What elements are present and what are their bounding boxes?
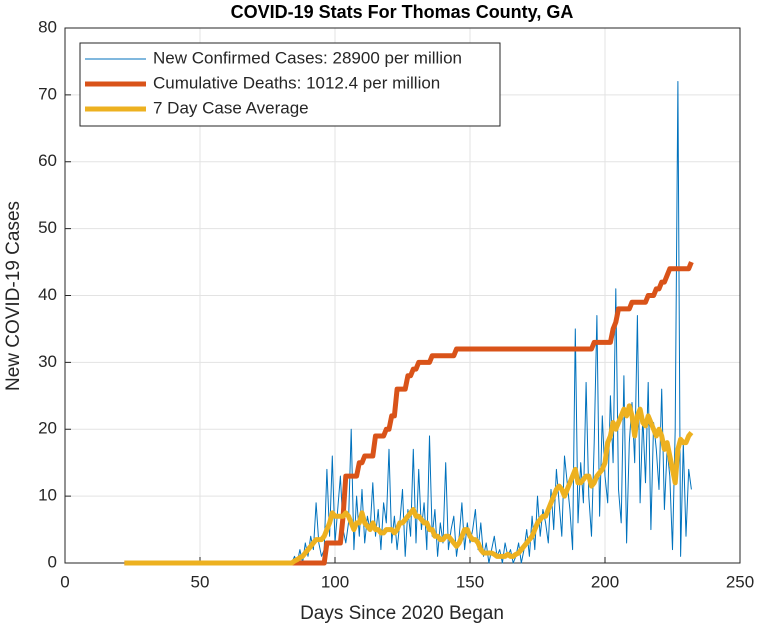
legend-label: Cumulative Deaths: 1012.4 per million — [153, 73, 440, 92]
data-line — [124, 403, 694, 566]
y-axis-label: New COVID-19 Cases — [3, 201, 24, 391]
y-tick-label: 0 — [48, 552, 57, 571]
y-tick-label: 20 — [38, 419, 57, 438]
x-tick-label: 200 — [591, 572, 619, 591]
y-tick-label: 30 — [38, 352, 57, 371]
x-tick-label: 100 — [321, 572, 349, 591]
y-tick-label: 40 — [38, 285, 57, 304]
y-tick-label: 70 — [38, 84, 57, 103]
x-tick-label: 50 — [191, 572, 210, 591]
y-tick-label: 10 — [38, 486, 57, 505]
legend-label: 7 Day Case Average — [153, 98, 309, 117]
y-tick-label: 60 — [38, 151, 57, 170]
legend-label: New Confirmed Cases: 28900 per million — [153, 48, 462, 67]
y-tick-label: 50 — [38, 218, 57, 237]
chart-title: COVID-19 Stats For Thomas County, GA — [231, 2, 574, 22]
x-tick-label: 150 — [456, 572, 484, 591]
plot-frame — [64, 27, 741, 564]
legend-box — [79, 42, 501, 127]
x-axis-label: Days Since 2020 Began — [300, 603, 504, 624]
y-tick-label: 80 — [38, 17, 57, 36]
x-tick-label: 250 — [726, 572, 754, 591]
x-tick-label: 0 — [60, 572, 69, 591]
legend: New Confirmed Cases: 28900 per million Cu… — [79, 42, 501, 127]
